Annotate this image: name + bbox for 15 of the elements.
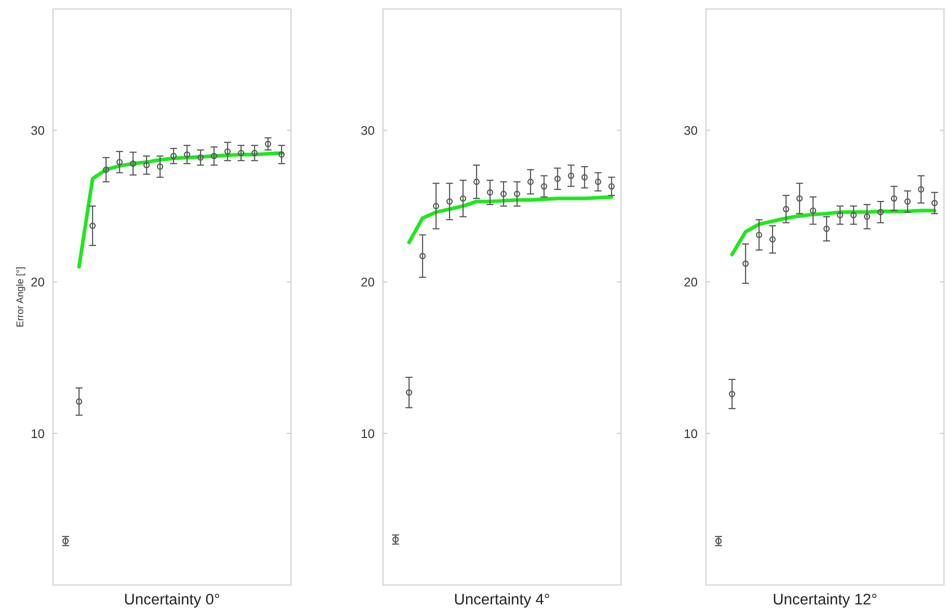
y-tick-label: 30 xyxy=(684,126,698,135)
y-tick-label: 20 xyxy=(684,278,698,286)
x-axis-title: Uncertainty 0° xyxy=(125,593,220,608)
x-axis-title: Uncertainty 12° xyxy=(774,593,876,608)
y-tick-label: 30 xyxy=(361,126,374,135)
y-tick-label: 30 xyxy=(31,126,44,135)
y-tick-label: 10 xyxy=(362,429,374,438)
line-series xyxy=(407,195,614,244)
y-tick-label: 20 xyxy=(361,278,374,286)
y-axis-title: Error Angle [°] xyxy=(16,267,26,327)
y-tick-label: 20 xyxy=(31,278,44,286)
x-axis-title: Uncertainty 4° xyxy=(455,593,550,608)
line-series xyxy=(730,208,936,256)
y-tick-label: 10 xyxy=(32,429,44,438)
y-tick-label: 10 xyxy=(684,429,698,438)
